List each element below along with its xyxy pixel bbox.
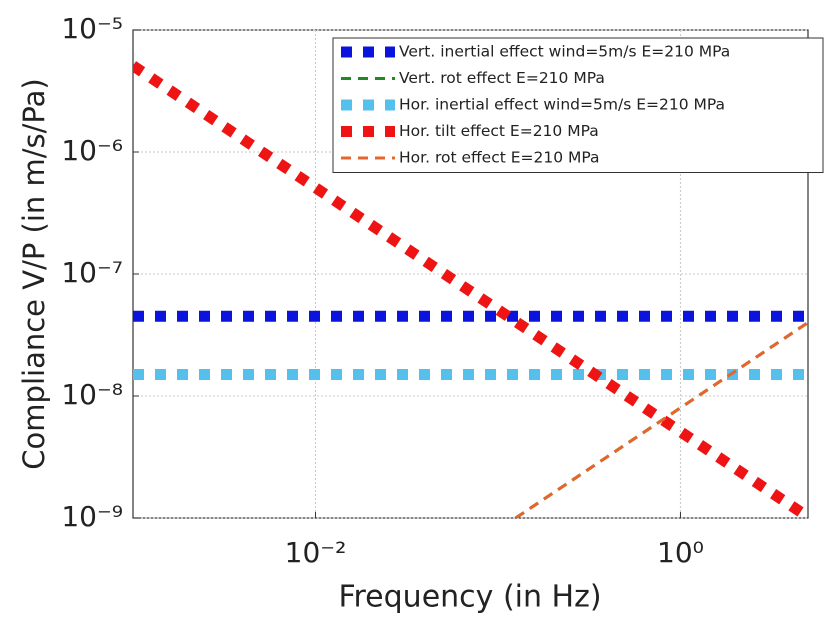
y-axis-label: Compliance V/P (in m/s/Pa)	[17, 78, 51, 469]
y-tick-label: 10⁻⁶	[61, 134, 123, 167]
legend-label: Vert. inertial effect wind=5m/s E=210 MP…	[399, 43, 730, 61]
grid: 10⁻² 10⁰ 10⁻⁹ 10⁻⁸ 10⁻⁷ 10⁻⁶ 10⁻⁵	[61, 12, 808, 569]
legend-label: Vert. rot effect E=210 MPa	[399, 69, 605, 87]
x-axis-label: Frequency (in Hz)	[338, 580, 601, 615]
y-tick-label: 10⁻⁷	[61, 256, 123, 289]
y-tick-label: 10⁻⁵	[61, 12, 123, 45]
x-tick-label: 10⁻²	[285, 536, 347, 569]
series-line	[514, 321, 808, 518]
legend-label: Hor. rot effect E=210 MPa	[399, 149, 600, 167]
lines	[133, 61, 808, 518]
y-tick-label: 10⁻⁸	[61, 378, 123, 411]
x-tick-label: 10⁰	[657, 536, 704, 569]
series-line	[133, 61, 808, 518]
legend-label: Hor. inertial effect wind=5m/s E=210 MPa	[399, 96, 725, 114]
legend-box	[332, 37, 824, 173]
y-tick-label: 10⁻⁹	[61, 500, 123, 533]
legend: Vert. inertial effect wind=5m/s E=210 MP…	[332, 37, 824, 173]
legend-label: Hor. tilt effect E=210 MPa	[399, 122, 599, 140]
